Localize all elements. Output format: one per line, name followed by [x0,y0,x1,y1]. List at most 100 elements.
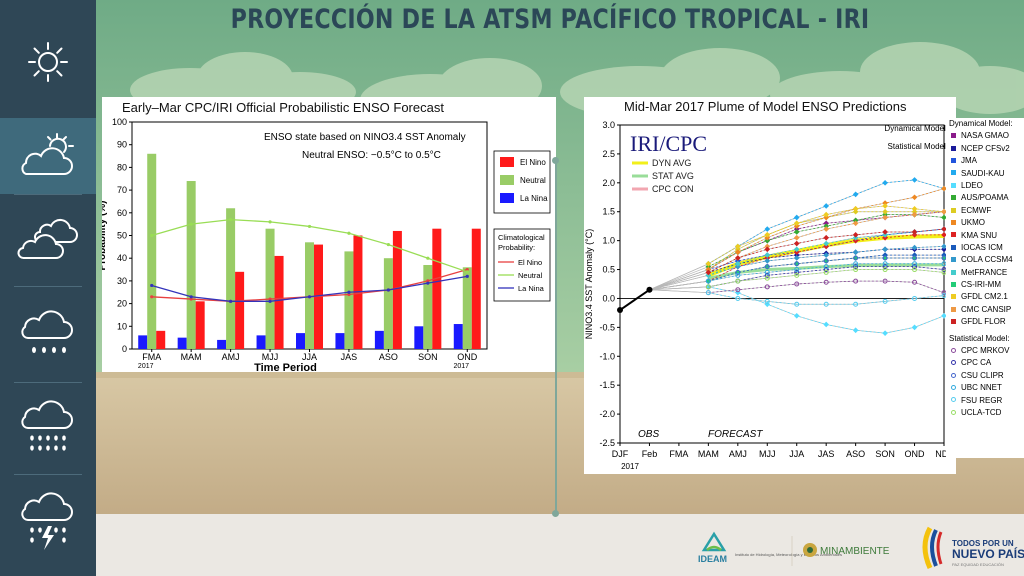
model-marker [793,255,800,261]
legend-entry-aus-poama: AUS/POAMA [949,192,1024,204]
climatology-point [465,274,469,278]
bar-neutral [265,228,275,349]
sidebar-item-thunderstorm[interactable] [0,482,96,558]
model-marker [794,272,800,278]
observed-point [617,307,623,314]
legend-swatch [951,397,956,403]
model-marker [793,214,800,221]
heavy-rain-icon [21,400,73,451]
climatology-point [347,290,351,294]
sidebar-item-heavy-rain[interactable] [0,388,96,464]
x-sub-label-last: 2017 [453,363,469,370]
legend-swatch [951,306,956,312]
model-marker [882,229,888,235]
legend-entry-ukmo: UKMO [949,217,1024,229]
sidebar-item-sun[interactable] [0,24,96,100]
bar-el-nino [432,228,442,349]
model-line [708,211,945,270]
legend-entry: La Nina [520,194,548,203]
sidebar-item-cloudy[interactable] [0,200,96,276]
model-marker [911,194,918,201]
legend-swatch [951,244,956,250]
legend-entry-cola-ccsm4: COLA CCSM4 [949,254,1024,266]
y-tick-label: 90 [117,140,127,150]
light-rain-icon [21,310,73,353]
model-line [708,269,945,288]
model-marker [735,287,741,293]
model-line [708,228,945,276]
y-tick-label: 80 [117,162,127,172]
legend-text: ECMWF [961,205,992,215]
average-line-stat-avg [708,263,944,280]
model-marker [941,208,947,215]
y-tick-label: 30 [117,276,127,286]
model-line [708,266,945,288]
y-tick-label: 100 [112,117,127,127]
x-tick-label: MAM [698,449,719,459]
x-axis-label: Time Period [254,362,317,372]
model-marker [794,269,800,275]
model-marker [882,278,888,284]
y-tick-label: -2.5 [599,438,615,448]
model-marker [911,208,918,215]
legend-swatch [951,319,956,325]
model-marker [734,246,741,253]
model-marker [882,264,888,270]
legend-swatch [951,232,956,238]
sidebar-item-partly-cloudy[interactable] [0,118,96,194]
legend-text: UKMO [961,218,985,228]
divider-dot [552,157,559,164]
legend-entry: Neutral [520,176,546,185]
dynamical-legend-title: Dynamical Model: [949,118,1024,130]
legend-entry-ucla-tcd: UCLA-TCD [949,407,1024,419]
x-tick-label: MAM [181,352,202,362]
partly-cloudy-icon [21,133,74,175]
legend-text: IOCAS ICM [961,242,1003,252]
model-marker [823,234,830,241]
legend-text: JMA [961,156,977,166]
model-marker [882,211,888,218]
legend-swatch [951,145,956,151]
y-tick-label: 1.0 [602,236,615,246]
sidebar-item-light-rain[interactable] [0,294,96,370]
legend-entry-nasa-gmao: NASA GMAO [949,130,1024,142]
climatology-point [307,295,312,299]
model-marker [911,211,918,218]
climatology-legend-entry: El Nino [518,258,542,267]
climatology-point [189,297,193,301]
model-marker [912,295,918,301]
y-tick-label: -2.0 [599,409,615,419]
legend-entry-fsu-regr: FSU REGR [949,395,1024,407]
ideam-name: IDEAM [698,554,727,564]
model-marker [852,217,859,224]
model-line [708,257,944,282]
y-tick-label: 10 [117,321,127,331]
model-marker [852,232,859,238]
legend-entry-gfdl-cm2-1: GFDL CM2.1 [949,291,1024,303]
y-tick-label: 70 [117,185,127,195]
model-marker [823,220,830,227]
bar-el-nino [471,228,481,349]
model-marker [793,234,800,241]
climatology-legend-box [493,228,551,302]
ideam-subtitle: Instituto de Hidrología, Meteorología y … [735,552,842,557]
bar-neutral [226,208,236,349]
weather-sidebar [0,0,96,576]
model-marker [852,234,859,241]
bar-la-nina [335,333,345,349]
legend-swatch [951,133,956,139]
model-marker [794,261,800,267]
model-marker [734,263,741,270]
model-line [708,179,945,265]
legend-text: COLA CCSM4 [961,255,1013,265]
legend-entry-cpc-ca: CPC CA [949,357,1024,369]
y-axis-label: Probability (%) [102,200,108,270]
legend-text: UBC NNET [961,383,1002,393]
x-tick-label: DJF [612,449,629,459]
summary-legend-entry: STAT AVG [652,171,694,181]
legend-swatch [500,175,514,185]
legend-entry-ncep-cfsv2: NCEP CFSv2 [949,143,1024,155]
legend-swatch [951,281,956,287]
model-marker [794,301,800,307]
footer-logos: IDEAM Instituto de Hidrología, Meteorolo… [698,526,1024,570]
